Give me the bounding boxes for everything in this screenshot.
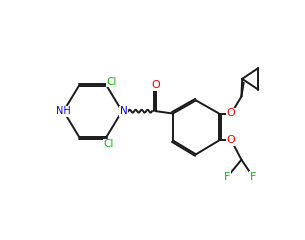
Text: O: O	[152, 80, 160, 90]
Text: Cl: Cl	[104, 139, 114, 149]
Text: F: F	[250, 172, 256, 182]
Text: NH: NH	[56, 106, 71, 116]
Text: Cl: Cl	[107, 77, 117, 87]
Text: F: F	[224, 172, 231, 182]
Text: O: O	[226, 135, 235, 145]
Text: O: O	[226, 108, 235, 119]
Text: N: N	[120, 106, 127, 116]
